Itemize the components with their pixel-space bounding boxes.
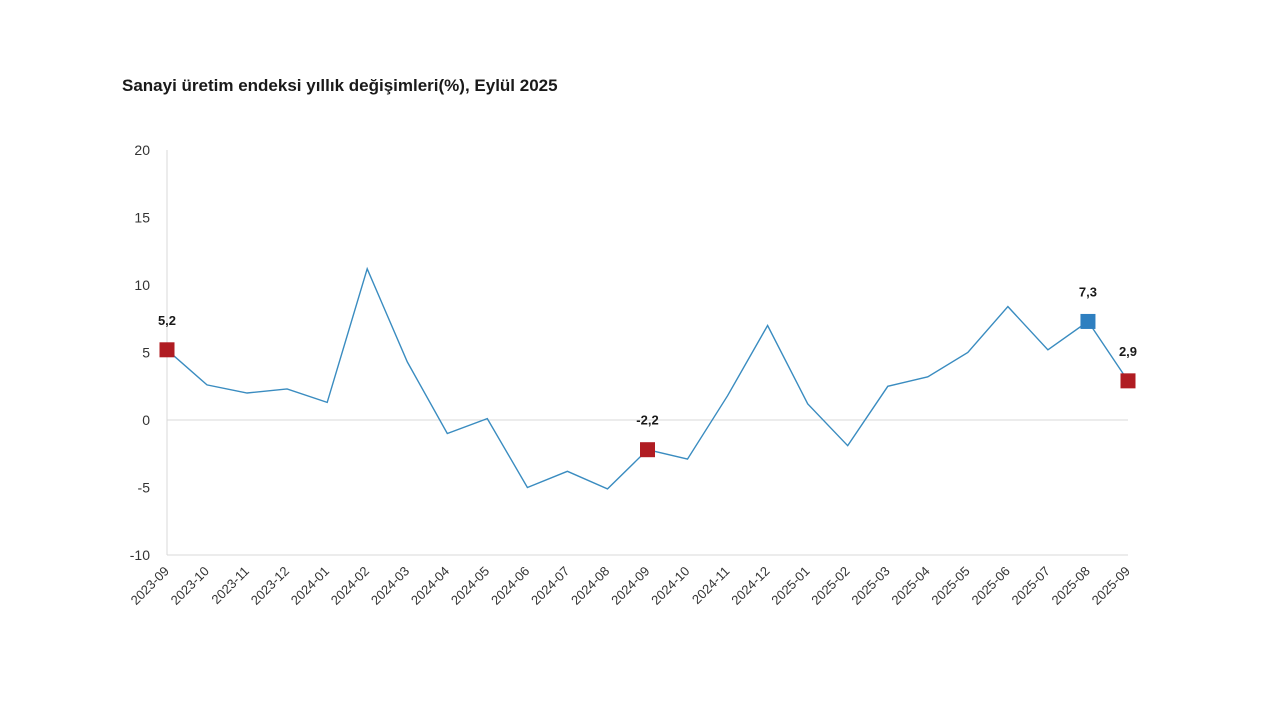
x-tick-label: 2023-09 [128, 563, 172, 607]
x-tick-label: 2025-08 [1049, 563, 1093, 607]
x-tick-label: 2023-10 [168, 563, 212, 607]
x-tick-label: 2024-11 [689, 563, 733, 607]
x-tick-label: 2024-12 [728, 563, 772, 607]
x-tick-label: 2024-01 [288, 563, 332, 607]
highlight-marker [159, 342, 175, 358]
x-tick-label: 2024-07 [528, 563, 572, 607]
x-tick-label: 2024-02 [328, 563, 372, 607]
x-tick-label: 2024-04 [408, 563, 452, 607]
x-tick-label: 2025-09 [1089, 563, 1133, 607]
x-tick-label: 2024-10 [648, 563, 692, 607]
x-tick-label: 2024-06 [488, 563, 532, 607]
y-tick-label: -5 [138, 480, 151, 496]
data-label: 5,2 [158, 313, 176, 328]
data-label: -2,2 [636, 413, 658, 428]
x-tick-label: 2023-11 [208, 563, 252, 607]
x-tick-label: 2025-06 [968, 563, 1012, 607]
x-tick-label: 2024-09 [608, 563, 652, 607]
x-tick-label: 2024-08 [568, 563, 612, 607]
highlight-marker [1080, 313, 1096, 329]
x-tick-label: 2023-12 [248, 563, 292, 607]
y-tick-label: 10 [134, 277, 150, 293]
x-tick-label: 2025-02 [808, 563, 852, 607]
highlight-marker [640, 442, 655, 458]
x-tick-label: 2025-05 [928, 563, 972, 607]
y-tick-label: 5 [142, 345, 150, 361]
y-tick-label: 15 [134, 210, 150, 226]
y-tick-label: 0 [142, 412, 150, 428]
x-tick-label: 2025-07 [1009, 563, 1053, 607]
y-tick-label: 20 [134, 142, 150, 158]
data-label: 2,9 [1119, 344, 1137, 359]
data-label: 7,3 [1079, 284, 1097, 299]
x-tick-label: 2024-03 [368, 563, 412, 607]
x-tick-label: 2024-05 [448, 563, 492, 607]
highlight-marker [1120, 373, 1136, 389]
x-tick-label: 2025-01 [768, 563, 812, 607]
y-tick-label: -10 [130, 547, 150, 563]
x-tick-label: 2025-03 [848, 563, 892, 607]
chart-title: Sanayi üretim endeksi yıllık değişimleri… [122, 76, 558, 95]
x-tick-label: 2025-04 [888, 563, 932, 607]
